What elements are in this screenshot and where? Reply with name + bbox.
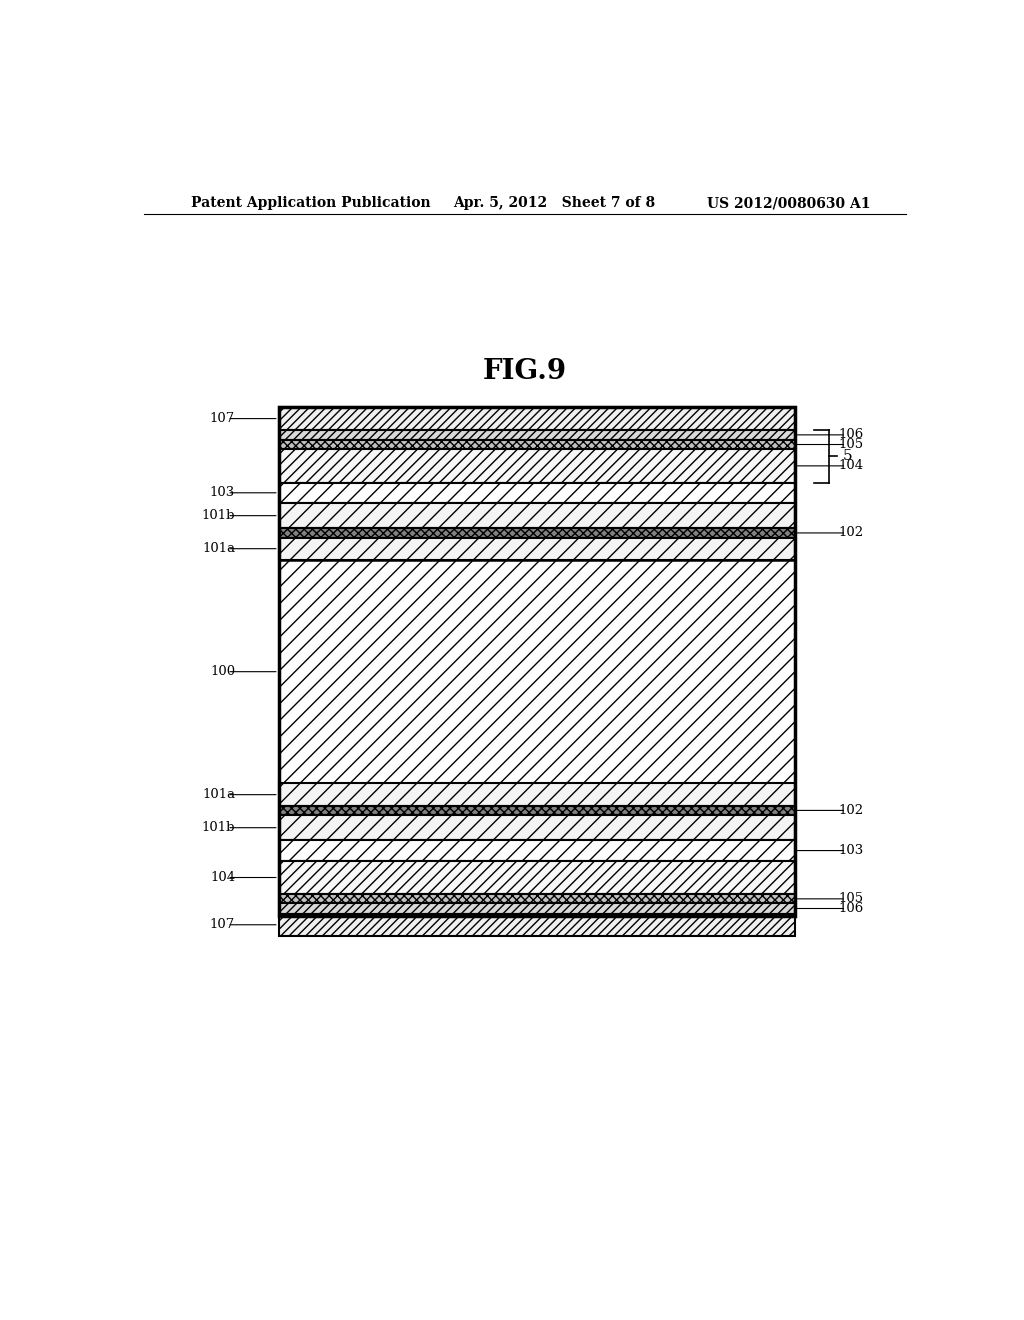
Text: 102: 102 [839,527,863,540]
Bar [279,430,795,440]
Bar [279,913,795,936]
Bar [279,784,795,805]
Text: 100: 100 [210,665,236,678]
Bar [279,408,795,916]
Text: 103: 103 [210,486,236,499]
Text: 105: 105 [839,438,863,451]
Text: 5: 5 [843,449,853,463]
Bar [279,903,795,913]
Text: 104: 104 [839,459,863,473]
Text: FIG.9: FIG.9 [482,358,567,385]
Bar [279,528,795,537]
Text: 101b: 101b [202,821,236,834]
Bar [279,408,795,430]
Bar [279,894,795,903]
Text: 103: 103 [839,843,863,857]
Bar [279,861,795,894]
Text: 106: 106 [839,902,863,915]
Text: 102: 102 [839,804,863,817]
Text: 105: 105 [839,892,863,906]
Text: 106: 106 [839,429,863,441]
Text: 101b: 101b [202,510,236,523]
Bar [279,841,795,861]
Bar [279,560,795,784]
Text: 101a: 101a [202,788,236,801]
Text: US 2012/0080630 A1: US 2012/0080630 A1 [708,197,870,210]
Bar [279,503,795,528]
Text: 107: 107 [210,919,236,932]
Text: 104: 104 [210,871,236,884]
Text: Apr. 5, 2012   Sheet 7 of 8: Apr. 5, 2012 Sheet 7 of 8 [454,197,655,210]
Text: Patent Application Publication: Patent Application Publication [191,197,431,210]
Bar [279,537,795,560]
Text: 107: 107 [210,412,236,425]
Text: 101a: 101a [202,543,236,556]
Bar [279,440,795,449]
Bar [279,805,795,814]
Bar [279,449,795,483]
Bar [279,483,795,503]
Bar [279,814,795,841]
